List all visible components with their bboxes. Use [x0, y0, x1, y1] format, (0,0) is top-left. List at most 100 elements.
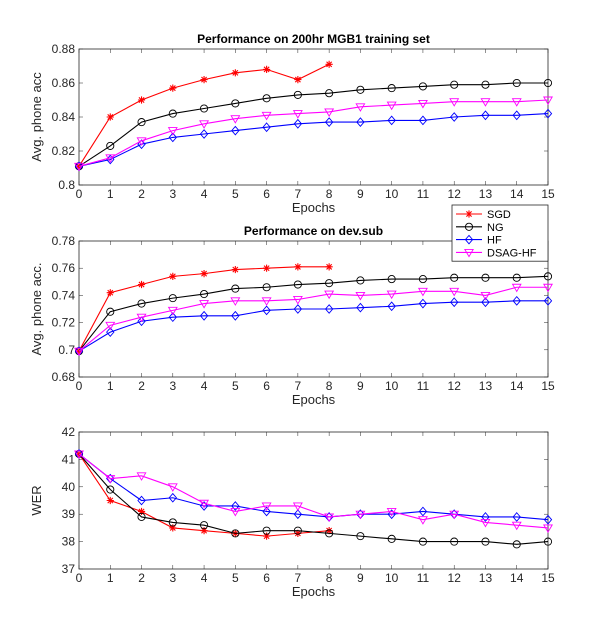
x-tick-label: 8 — [326, 379, 333, 393]
data-point — [200, 527, 208, 535]
data-point — [294, 529, 302, 537]
x-axis-label: Epochs — [292, 584, 336, 599]
data-point — [355, 510, 366, 520]
data-point — [262, 122, 271, 133]
data-point — [263, 65, 271, 73]
x-tick-label: 13 — [479, 379, 493, 393]
data-point — [136, 313, 147, 323]
data-point — [355, 103, 366, 112]
y-axis-label: WER — [29, 485, 44, 515]
data-point — [169, 272, 177, 280]
legend-marker — [464, 248, 474, 258]
data-point — [387, 115, 396, 126]
data-point — [200, 521, 209, 530]
series-line — [78, 99, 549, 167]
data-point — [231, 501, 240, 511]
data-point — [356, 302, 365, 313]
y-tick-label: 40 — [62, 480, 76, 494]
legend-entry: NG — [456, 222, 504, 234]
series-line — [78, 453, 549, 529]
x-tick-label: 14 — [510, 187, 524, 201]
data-point — [106, 141, 115, 150]
x-tick-label: 4 — [201, 379, 208, 393]
x-tick-label: 7 — [295, 571, 302, 585]
series-dsag-hf — [74, 450, 553, 533]
series-ng — [74, 449, 553, 549]
data-point — [230, 508, 241, 517]
x-tick-label: 0 — [76, 571, 83, 585]
data-point — [136, 137, 147, 146]
x-axis-label: Epochs — [292, 200, 336, 215]
plot-area — [78, 240, 549, 378]
data-point — [292, 502, 303, 512]
data-point — [231, 125, 240, 136]
data-point — [418, 537, 427, 546]
series-sgd — [75, 450, 333, 540]
data-point — [512, 512, 521, 522]
data-point — [262, 305, 271, 316]
data-point — [356, 532, 365, 541]
data-point — [387, 275, 396, 284]
data-point — [105, 321, 116, 331]
data-point — [168, 492, 177, 503]
data-point — [543, 537, 553, 546]
data-point — [387, 84, 396, 93]
data-point — [543, 96, 553, 106]
data-point — [325, 89, 334, 98]
data-point — [449, 287, 460, 297]
data-point — [262, 283, 271, 292]
x-tick-label: 3 — [169, 379, 176, 393]
x-tick-label: 3 — [169, 571, 176, 585]
data-point — [325, 263, 333, 271]
data-point — [261, 502, 272, 512]
data-point — [355, 291, 366, 301]
data-point — [481, 537, 490, 546]
data-point — [168, 518, 177, 527]
data-point — [543, 283, 553, 293]
data-point — [137, 280, 146, 289]
y-tick-label: 41 — [62, 452, 76, 466]
data-point — [262, 526, 271, 535]
dev-accuracy-plot: 0 1 2 3 4 5 6 7 8 9 10 11 12 13 14 150.680.70.720.740.7… — [29, 224, 555, 407]
data-point — [199, 501, 209, 511]
series-hf — [74, 108, 553, 172]
data-point — [450, 273, 459, 282]
data-point — [324, 108, 335, 117]
data-point — [387, 509, 396, 520]
data-point — [230, 297, 241, 306]
series-sgd — [75, 60, 333, 170]
legend-entry: DSAG-HF — [456, 247, 537, 259]
data-point — [167, 127, 178, 136]
x-tick-label: 15 — [541, 379, 555, 393]
x-tick-label: 14 — [510, 379, 524, 393]
data-point — [293, 118, 303, 129]
data-point — [199, 129, 209, 139]
data-point — [481, 80, 490, 89]
data-point — [106, 307, 115, 316]
data-point — [106, 496, 114, 505]
data-point — [106, 113, 114, 121]
data-point — [543, 108, 553, 119]
x-tick-label: 6 — [263, 571, 270, 585]
data-point — [200, 104, 209, 113]
data-point — [324, 117, 334, 127]
y-axis-label: Avg. phone acc — [29, 72, 44, 162]
data-point — [199, 310, 209, 321]
data-point — [387, 534, 396, 543]
data-point — [480, 98, 491, 107]
data-point — [74, 347, 84, 357]
legend-marker — [465, 210, 473, 218]
y-tick-label: 0.7 — [58, 343, 75, 357]
series-line — [78, 453, 549, 521]
data-point — [106, 289, 114, 297]
data-point — [418, 298, 428, 309]
data-point — [417, 99, 428, 109]
data-point — [169, 84, 177, 92]
data-point — [386, 101, 397, 111]
legend-entry: HF — [456, 235, 502, 247]
data-point — [386, 508, 397, 517]
x-tick-label: 4 — [201, 187, 208, 201]
x-tick-label: 2 — [138, 187, 145, 201]
